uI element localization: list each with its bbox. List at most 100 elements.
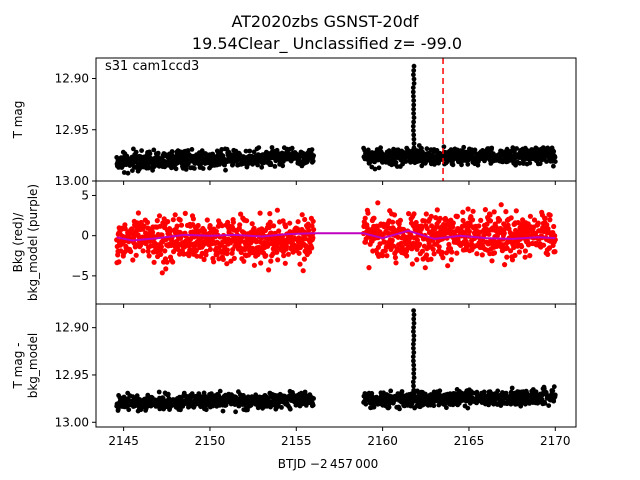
data-point bbox=[522, 254, 528, 260]
data-point bbox=[502, 262, 508, 268]
data-point bbox=[280, 163, 286, 169]
data-point bbox=[424, 252, 430, 258]
flare-point bbox=[411, 362, 417, 368]
data-point bbox=[203, 248, 209, 254]
data-point bbox=[167, 228, 173, 235]
data-point bbox=[269, 145, 275, 150]
flare-point bbox=[410, 123, 416, 129]
data-point bbox=[474, 251, 480, 257]
data-point bbox=[504, 245, 510, 251]
data-point bbox=[378, 145, 383, 151]
data-point bbox=[437, 215, 443, 221]
data-point bbox=[479, 252, 485, 258]
data-point bbox=[454, 213, 460, 219]
x-axis-label: BTJD −2 457 000 bbox=[278, 457, 378, 471]
data-point bbox=[207, 223, 213, 229]
data-point bbox=[173, 166, 179, 172]
data-point bbox=[268, 162, 274, 168]
data-point bbox=[274, 207, 280, 213]
data-point bbox=[203, 407, 209, 413]
data-point bbox=[251, 262, 257, 268]
data-point bbox=[200, 166, 206, 171]
data-point bbox=[403, 159, 409, 164]
data-point bbox=[414, 257, 420, 263]
flare-point bbox=[410, 89, 416, 95]
data-point bbox=[397, 217, 403, 223]
data-point bbox=[393, 260, 399, 266]
data-point bbox=[411, 211, 417, 217]
data-point bbox=[495, 388, 501, 394]
data-point bbox=[465, 161, 471, 167]
data-point bbox=[478, 217, 484, 223]
data-point bbox=[122, 226, 128, 232]
data-point bbox=[274, 249, 280, 255]
data-point bbox=[185, 148, 191, 153]
flare-point bbox=[411, 98, 417, 103]
data-point bbox=[545, 251, 551, 257]
data-point bbox=[466, 228, 472, 235]
data-point bbox=[413, 219, 419, 226]
data-point bbox=[258, 260, 264, 266]
data-point bbox=[470, 208, 476, 214]
y-tick-label: 12.95 bbox=[55, 368, 89, 382]
data-point bbox=[232, 243, 238, 249]
data-point bbox=[498, 202, 504, 208]
data-point bbox=[365, 210, 371, 216]
data-point bbox=[504, 146, 510, 152]
y-tick-label: 12.95 bbox=[55, 123, 89, 137]
data-point bbox=[545, 226, 551, 232]
data-point bbox=[404, 253, 410, 259]
y-tick-label: 13.00 bbox=[55, 174, 89, 188]
data-point bbox=[266, 267, 272, 273]
data-point bbox=[289, 145, 295, 151]
data-point bbox=[552, 392, 558, 398]
data-point bbox=[431, 403, 437, 409]
y-tick-label: 12.90 bbox=[55, 72, 89, 86]
data-point bbox=[156, 213, 163, 219]
data-point bbox=[371, 215, 377, 221]
data-point bbox=[445, 263, 451, 269]
data-point bbox=[267, 211, 273, 217]
data-point bbox=[151, 259, 157, 265]
data-point bbox=[302, 389, 308, 395]
y-axis-label: bkg_model (purple) bbox=[26, 184, 40, 301]
data-point bbox=[267, 219, 273, 225]
x-tick-label: 2170 bbox=[540, 434, 571, 448]
data-point bbox=[551, 223, 557, 230]
data-point bbox=[516, 249, 523, 255]
data-point bbox=[189, 391, 195, 396]
data-point bbox=[535, 220, 541, 226]
flare-point bbox=[411, 350, 417, 355]
flare-point bbox=[411, 333, 417, 339]
data-point bbox=[472, 147, 478, 153]
data-point bbox=[192, 166, 197, 171]
data-point bbox=[449, 249, 455, 255]
data-point bbox=[233, 409, 239, 415]
data-point bbox=[299, 401, 305, 407]
data-point bbox=[151, 147, 157, 153]
data-point bbox=[531, 217, 538, 223]
flare-point bbox=[411, 106, 416, 112]
chart-title-line2: 19.54Clear_ Unclassified z= -99.0 bbox=[192, 34, 462, 54]
data-point bbox=[491, 209, 497, 215]
data-point bbox=[257, 210, 263, 216]
flare-point bbox=[411, 371, 417, 376]
data-point bbox=[230, 162, 236, 167]
data-point bbox=[552, 154, 558, 160]
flare-point bbox=[411, 341, 416, 347]
data-point bbox=[406, 211, 412, 217]
data-point bbox=[201, 256, 207, 263]
data-point bbox=[541, 242, 547, 248]
y-axis-label: bkg_model bbox=[26, 333, 40, 399]
data-point bbox=[237, 222, 243, 228]
data-point bbox=[165, 391, 171, 397]
data-point bbox=[508, 215, 514, 221]
y-tick-label: −5 bbox=[71, 269, 89, 283]
data-point bbox=[306, 227, 312, 233]
panel-frame bbox=[95, 303, 577, 428]
data-point bbox=[230, 219, 236, 225]
flare-point bbox=[411, 149, 416, 155]
flare-point bbox=[411, 141, 417, 146]
data-point bbox=[155, 150, 161, 156]
data-point bbox=[231, 255, 237, 261]
